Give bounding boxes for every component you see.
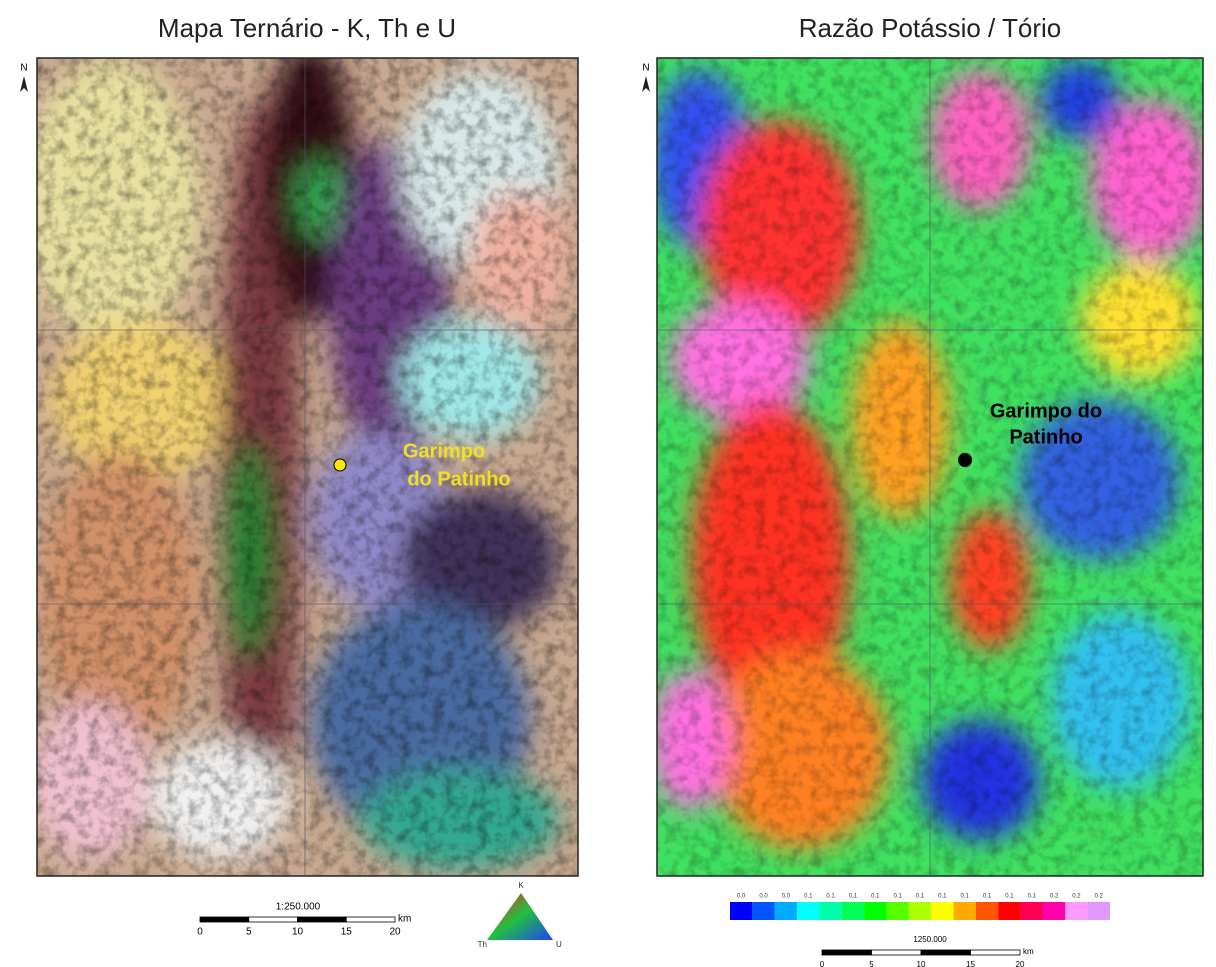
- scale-segment: [249, 917, 298, 922]
- map-title: Razão Potássio / Tório: [799, 13, 1062, 43]
- scale-segment: [921, 950, 971, 955]
- colorbar-cell: [752, 902, 774, 920]
- colorbar-label: 0.1: [893, 894, 902, 900]
- site-marker: [334, 459, 346, 471]
- colorbar-cell: [842, 902, 864, 920]
- colorbar-label: 0.2: [1072, 894, 1081, 900]
- scale-tick-label: 15: [341, 927, 353, 938]
- colorbar-cell: [1043, 902, 1065, 920]
- ternary-map: [20, 40, 578, 876]
- scale-ratio: 1:250.000: [276, 902, 321, 913]
- colorbar-cell: [931, 902, 953, 920]
- scale-ratio: 1250.000: [913, 935, 947, 944]
- scale-tick-label: 5: [246, 927, 252, 938]
- colorbar-cell: [954, 902, 976, 920]
- colorbar-cell: [886, 902, 908, 920]
- colorbar-label: 0.2: [1050, 894, 1059, 900]
- colorbar-label: 0.1: [1005, 894, 1014, 900]
- map-title: Mapa Ternário - K, Th e U: [158, 13, 456, 43]
- colorbar-cell: [998, 902, 1020, 920]
- scale-segment: [200, 917, 249, 922]
- site-marker: [958, 453, 972, 467]
- colorbar-cell: [819, 902, 841, 920]
- colorbar-label: 0.1: [804, 894, 813, 900]
- colorbar-cell: [909, 902, 931, 920]
- ternary-label: Th: [478, 940, 487, 949]
- colorbar-cell: [730, 902, 752, 920]
- site-label: Garimpo do: [990, 400, 1102, 422]
- scale-segment: [822, 950, 872, 955]
- colorbar-cell: [1065, 902, 1087, 920]
- scale-tick-label: 0: [197, 927, 203, 938]
- colorbar-label: 0.1: [871, 894, 880, 900]
- colorbar: 0.0 0.0 0.0 0.1 0.1 0.1 0.1 0.1 0.1 0.1 0.1 0.1 0.1 0…: [730, 894, 1110, 920]
- ternary-legend: [487, 893, 553, 940]
- ternary-label: U: [556, 940, 562, 949]
- scale-tick-label: 10: [917, 960, 926, 967]
- colorbar-cell: [775, 902, 797, 920]
- scale-tick-label: 0: [820, 960, 825, 967]
- scale-bar: 0 5 10 15 20 km: [820, 947, 1034, 967]
- colorbar-cell: [797, 902, 819, 920]
- scale-tick-label: 10: [292, 927, 304, 938]
- north-arrow: [642, 76, 650, 92]
- scale-unit: km: [1023, 947, 1034, 956]
- scale-tick-label: 15: [966, 960, 975, 967]
- colorbar-label: 0.1: [826, 894, 835, 900]
- scale-segment: [971, 950, 1021, 955]
- scale-tick-label: 5: [869, 960, 874, 967]
- scale-tick-label: 20: [389, 927, 401, 938]
- site-label: Patinho: [1009, 426, 1082, 448]
- scale-segment: [872, 950, 922, 955]
- colorbar-cell: [1021, 902, 1043, 920]
- scale-segment: [298, 917, 347, 922]
- north-label: N: [642, 63, 649, 74]
- colorbar-label: 0.0: [782, 894, 791, 900]
- north-label: N: [20, 63, 27, 74]
- scale-tick-label: 20: [1016, 960, 1025, 967]
- scale-segment: [346, 917, 395, 922]
- scale-unit: km: [398, 914, 411, 925]
- page: Mapa Ternário - K, Th e U N Gar: [0, 0, 1216, 967]
- colorbar-cell: [976, 902, 998, 920]
- colorbar-label: 0.0: [759, 894, 768, 900]
- ternary-label: K: [518, 881, 524, 890]
- scale-bar: 0 5 10 15 20 km: [197, 914, 411, 938]
- colorbar-label: 0.1: [1028, 894, 1037, 900]
- colorbar-cell: [864, 902, 886, 920]
- colorbar-label: 0.1: [938, 894, 947, 900]
- colorbar-label: 0.1: [961, 894, 970, 900]
- site-label: do Patinho: [407, 468, 510, 490]
- colorbar-label: 0.0: [737, 894, 746, 900]
- colorbar-label: 0.2: [1095, 894, 1104, 900]
- site-label: Garimpo: [403, 440, 485, 462]
- colorbar-label: 0.1: [849, 894, 858, 900]
- colorbar-label: 0.1: [983, 894, 992, 900]
- north-arrow: [20, 76, 28, 92]
- colorbar-cell: [1088, 902, 1110, 920]
- colorbar-label: 0.1: [916, 894, 925, 900]
